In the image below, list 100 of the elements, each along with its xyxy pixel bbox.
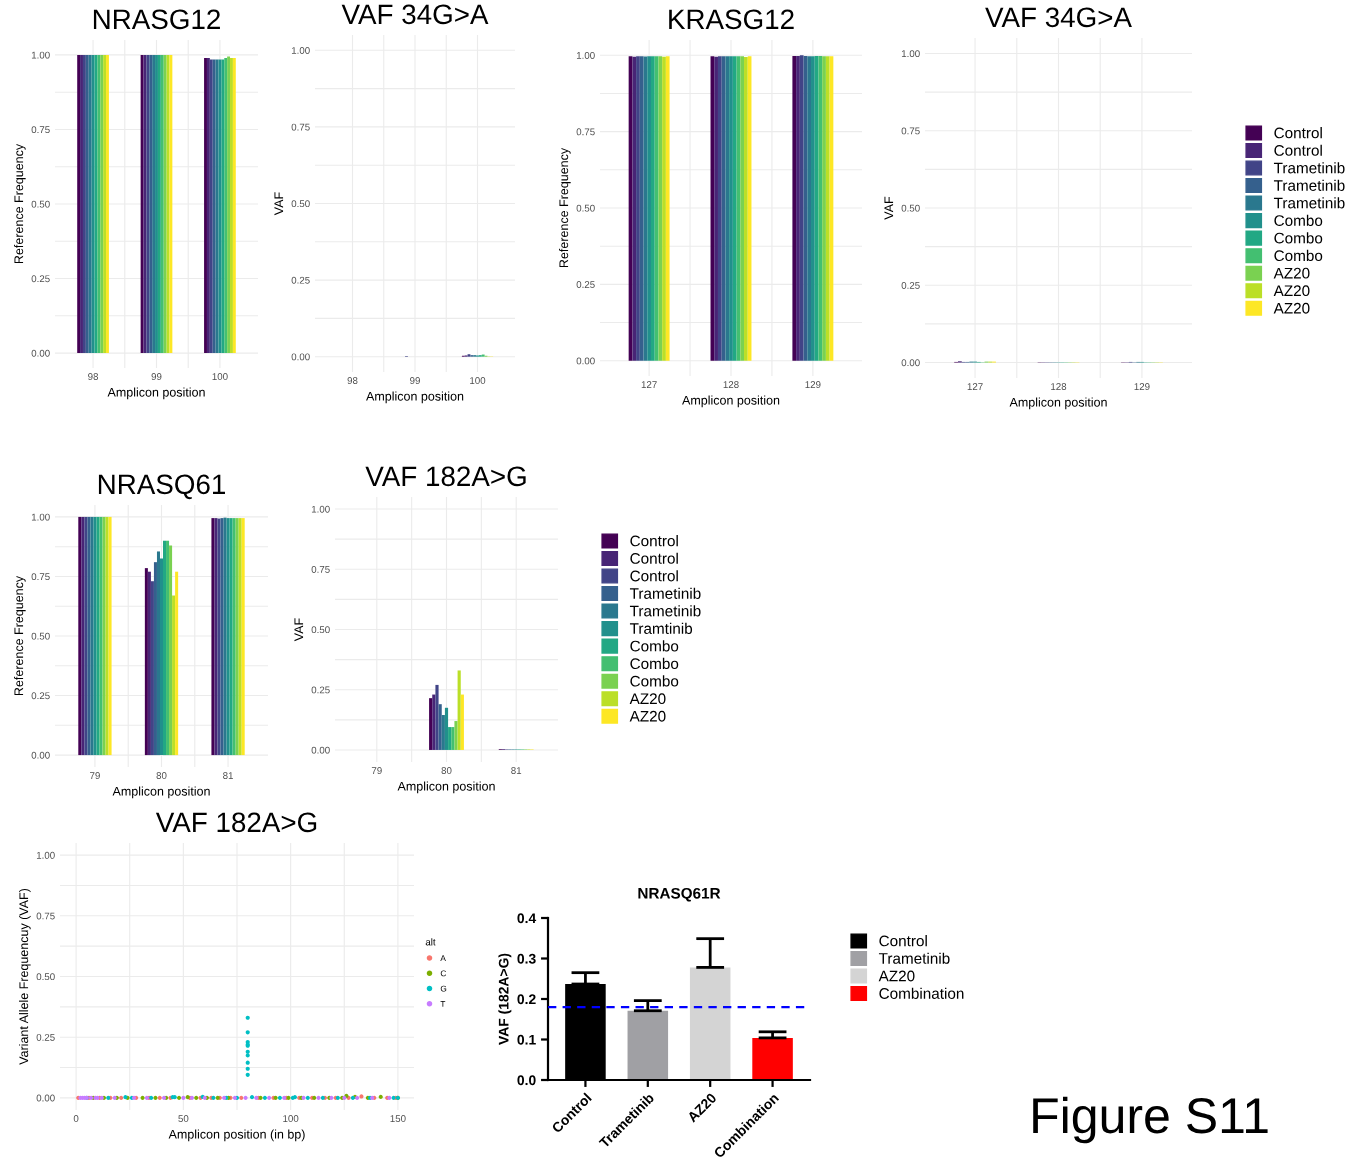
- legend-label: AZ20: [1273, 302, 1310, 314]
- x-tick-label: 100: [212, 373, 228, 380]
- y-tick-label: 0.1: [517, 1034, 536, 1045]
- legend-label: AZ20: [629, 693, 666, 705]
- y-tick-label: 0.25: [31, 275, 50, 283]
- legend-label: AZ20: [1273, 267, 1310, 279]
- x-tick-label: 80: [156, 772, 167, 779]
- x-tick-label: 81: [511, 767, 522, 774]
- chart-title: NRASQ61R: [638, 887, 721, 902]
- chart-title: VAF 182A>G: [365, 466, 526, 487]
- y-tick-label: 0.75: [36, 912, 55, 920]
- x-tick-label: 127: [641, 381, 657, 388]
- y-tick-label: 0.75: [901, 127, 920, 135]
- y-axis-title: VAF: [294, 618, 304, 642]
- caption: Figure S11: [1033, 1096, 1268, 1144]
- x-tick-label: 98: [88, 373, 99, 380]
- legend-label: Combo: [630, 640, 679, 652]
- x-axis-title: Amplicon position: [107, 387, 205, 400]
- legend-label: Trametinib: [629, 605, 701, 617]
- x-tick-label: 99: [151, 373, 162, 380]
- legend-label: Combo: [630, 675, 679, 687]
- y-axis-title: Reference Frequency: [14, 143, 26, 264]
- x-tick-label: 99: [410, 377, 420, 384]
- y-tick-label: 0.75: [31, 126, 50, 134]
- legend-label: T: [440, 1001, 446, 1007]
- y-tick-label: 1.00: [576, 52, 595, 59]
- y-tick-label: 0.2: [517, 994, 536, 1005]
- legend-label: Control: [1274, 144, 1322, 156]
- x-tick-label: 127: [967, 383, 983, 390]
- x-axis-title: Amplicon position: [1009, 397, 1107, 410]
- y-tick-label: 1.00: [31, 51, 50, 59]
- y-tick-label: 0.00: [291, 353, 310, 361]
- legend-label: Control: [630, 552, 678, 564]
- chart-title: KRASG12: [669, 9, 794, 30]
- y-axis-title: Variant Allele Frequencuy (VAF): [19, 888, 31, 1065]
- y-axis-title: Reference Frequency: [559, 147, 571, 268]
- y-tick-label: 0.25: [291, 276, 310, 284]
- legend-title: alt: [425, 938, 436, 946]
- y-tick-label: 0.50: [36, 973, 55, 981]
- legend-label: AZ20: [629, 710, 666, 722]
- x-tick-label: 79: [371, 767, 382, 774]
- legend-label: Combo: [1274, 214, 1323, 226]
- legend-label: Trametinib: [1273, 197, 1345, 209]
- y-tick-label: 0.50: [31, 632, 50, 640]
- legend-label: Control: [879, 935, 927, 947]
- y-tick-label: 0.75: [291, 123, 310, 131]
- y-tick-label: 1.00: [311, 505, 330, 513]
- legend-label: Control: [1274, 127, 1322, 139]
- y-tick-label: 0.25: [311, 686, 330, 694]
- chart-title: NRASQ61: [98, 474, 225, 500]
- y-tick-label: 0.75: [576, 128, 595, 136]
- y-tick-label: 0.00: [31, 349, 50, 357]
- legend-label: Control: [630, 570, 678, 582]
- x-axis-title: Amplicon position: [682, 395, 780, 408]
- legend-label: Trametinib: [878, 952, 950, 964]
- x-tick-label: 98: [347, 377, 358, 384]
- x-axis-title: Amplicon position (in bp): [168, 1129, 305, 1142]
- legend-label: Trametinib: [1273, 179, 1345, 191]
- x-tick-label: 129: [1134, 383, 1150, 390]
- x-axis-title: Amplicon position: [112, 786, 210, 799]
- x-tick-label: 128: [723, 381, 739, 388]
- legend-label: Combo: [630, 657, 679, 670]
- y-tick-label: 0.75: [31, 573, 50, 581]
- y-axis-title: Reference Frequency: [14, 575, 26, 696]
- y-tick-label: 0.00: [31, 751, 50, 759]
- y-tick-label: 1.00: [36, 851, 55, 859]
- y-tick-label: 0.3: [517, 953, 536, 964]
- y-tick-label: 0.00: [311, 746, 330, 754]
- y-tick-label: 0.25: [901, 282, 920, 289]
- x-tick-label: 100: [470, 377, 486, 384]
- y-tick-label: 0.25: [576, 281, 595, 288]
- x-tick-label: 81: [223, 772, 233, 779]
- y-axis-title: VAF: [884, 196, 894, 220]
- x-tick-label: 100: [283, 1115, 299, 1122]
- y-tick-label: 1.00: [31, 513, 50, 521]
- chart-title: VAF 182A>G: [155, 812, 317, 833]
- y-tick-label: 0.25: [36, 1033, 55, 1041]
- legend-label: Combination: [879, 987, 964, 999]
- x-tick-label: 50: [178, 1115, 189, 1122]
- legend-label: A: [440, 955, 446, 961]
- chart-title: VAF 34G>A: [341, 4, 489, 25]
- chart-title: NRASG12: [93, 9, 220, 30]
- y-tick-label: 0.00: [576, 357, 595, 365]
- y-tick-label: 0.4: [517, 913, 537, 924]
- y-tick-label: 0.00: [36, 1094, 55, 1102]
- y-tick-label: 0.0: [517, 1075, 536, 1086]
- x-tick-label: 129: [805, 381, 821, 388]
- y-tick-label: 0.00: [901, 359, 920, 367]
- x-axis-title: Amplicon position: [366, 391, 464, 404]
- y-tick-label: 0.50: [311, 626, 330, 634]
- y-tick-label: 1.00: [901, 50, 920, 58]
- legend-label: G: [440, 985, 447, 992]
- legend-label: Trametinib: [1273, 162, 1345, 174]
- x-tick-label: 150: [390, 1115, 406, 1122]
- y-tick-label: 0.50: [576, 204, 595, 212]
- y-tick-label: 0.50: [291, 200, 310, 208]
- x-axis-title: Amplicon position: [397, 781, 495, 794]
- legend-label: Trametinib: [629, 587, 701, 599]
- x-tick-label: 128: [1051, 383, 1067, 390]
- x-tick-label: 80: [441, 767, 452, 774]
